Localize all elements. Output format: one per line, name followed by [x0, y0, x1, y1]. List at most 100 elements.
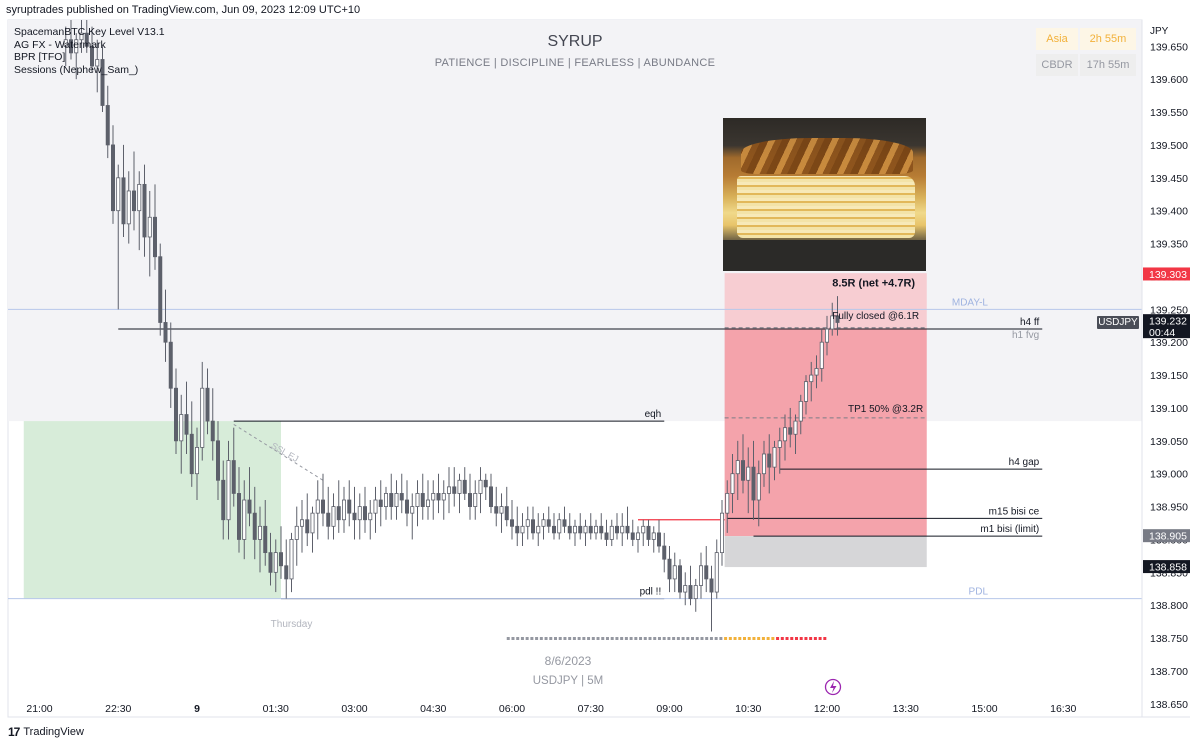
x-tick-label: 9: [194, 703, 200, 715]
candle-body: [531, 519, 536, 534]
session-bar-segment: [511, 637, 515, 640]
y-tick-label: 139.400: [1150, 206, 1188, 218]
candle-body: [825, 328, 830, 343]
candle-body: [578, 525, 583, 534]
candle-body: [683, 585, 688, 593]
candle-body: [478, 479, 483, 494]
candle-body: [567, 525, 572, 534]
session-bar-segment: [587, 637, 591, 640]
indicator-item[interactable]: BPR [TFO]: [14, 51, 66, 63]
session-cbdr-remaining: 17h 55m: [1080, 54, 1136, 76]
session-bar-segment: [624, 637, 628, 640]
session-bar-segment: [610, 637, 614, 640]
indicator-item[interactable]: Sessions (Nephew_Sam_): [14, 63, 139, 76]
publish-header: syruptrades published on TradingView.com…: [6, 4, 361, 16]
candle-body: [100, 59, 105, 106]
candle-body: [278, 552, 283, 567]
session-bar-segment: [634, 637, 638, 640]
session-bar-segment: [776, 637, 780, 640]
candle-body: [200, 387, 205, 448]
symbol-tag: USDJPY: [1097, 316, 1139, 329]
candle-body: [446, 486, 451, 494]
indicator-item[interactable]: SpacemanBTC Key Level V13.1: [14, 26, 165, 38]
candle-body: [420, 493, 425, 507]
candle-body: [741, 460, 746, 481]
candle-body: [142, 183, 147, 238]
session-bar-segment: [544, 637, 548, 640]
session-bar-segment: [733, 637, 737, 640]
session-bar-segment: [681, 637, 685, 640]
candle-body: [158, 256, 163, 323]
candle-body: [819, 341, 824, 369]
candle-body: [163, 322, 168, 343]
candle-body: [90, 45, 95, 67]
candle-body: [641, 525, 646, 534]
price-label: 139.303: [1149, 269, 1187, 281]
x-tick-label: 10:30: [735, 703, 761, 715]
candle-body: [247, 499, 252, 514]
y-tick-label: 139.200: [1150, 337, 1188, 349]
y-tick-label: 138.650: [1150, 699, 1188, 711]
session-bar-segment: [530, 637, 534, 640]
zone-prior-session-shade: [8, 20, 1142, 422]
session-bar-segment: [790, 637, 794, 640]
y-tick-label: 139.650: [1150, 41, 1188, 53]
x-tick-label: 07:30: [578, 703, 604, 715]
session-bar-segment: [662, 637, 666, 640]
countdown-label: 00:44: [1149, 327, 1175, 339]
candle-body: [699, 565, 704, 586]
session-bar-segment: [818, 637, 822, 640]
x-tick-label: 01:30: [263, 703, 289, 715]
candle-body: [168, 341, 173, 389]
candle-body: [583, 525, 588, 534]
candle-body: [305, 519, 310, 534]
y-tick-label: 139.450: [1150, 173, 1188, 185]
candle-body: [720, 512, 725, 554]
watermark-subtitle: PATIENCE | DISCIPLINE | FEARLESS | ABUND…: [434, 57, 716, 69]
level-label: PDL: [969, 587, 989, 598]
session-bar-segment: [629, 637, 633, 640]
pastry-crust: [741, 138, 913, 174]
session-bar-segment: [691, 637, 695, 640]
candle-body: [378, 499, 383, 507]
candle-body: [121, 177, 126, 225]
y-tick-label: 138.750: [1150, 633, 1188, 645]
candle-body: [74, 39, 79, 54]
brand-name: TradingView: [23, 726, 84, 738]
candle-body: [383, 493, 388, 507]
currency-label[interactable]: JPY: [1150, 26, 1169, 37]
candle-body: [242, 499, 247, 540]
candle-body: [436, 493, 441, 501]
candle-body: [772, 447, 777, 468]
session-bar-segment: [657, 637, 661, 640]
candle-body: [362, 506, 367, 521]
session-bar-segment: [719, 637, 723, 640]
indicator-list: SpacemanBTC Key Level V13.1 AG FX - Wate…: [14, 26, 165, 76]
candle-body: [63, 39, 68, 47]
pastry-photo: [723, 118, 926, 271]
price-label: 138.858: [1149, 562, 1187, 574]
indicator-item[interactable]: AG FX - Watermark: [14, 38, 106, 51]
candle-body: [226, 460, 231, 521]
session-asia-remaining: 2h 55m: [1080, 28, 1136, 50]
candle-body: [79, 32, 84, 41]
session-bar-segment: [539, 637, 543, 640]
candle-body: [84, 32, 89, 47]
session-bar-segment: [653, 637, 657, 640]
session-cbdr-name: CBDR: [1036, 54, 1078, 76]
candle-body: [441, 493, 446, 501]
candle-body: [189, 433, 194, 475]
candle-body: [809, 374, 814, 383]
lightning-icon: [824, 678, 842, 696]
candle-body: [368, 512, 373, 521]
session-bar-segment: [771, 637, 775, 640]
price-label-bg: [1143, 314, 1190, 339]
tradingview-brand[interactable]: 17 TradingView: [8, 725, 84, 739]
session-bar-segment: [743, 637, 746, 640]
x-tick-label: 21:00: [26, 703, 52, 715]
candle-body: [557, 519, 562, 534]
candle-body: [594, 525, 599, 534]
candle-body: [194, 447, 199, 475]
